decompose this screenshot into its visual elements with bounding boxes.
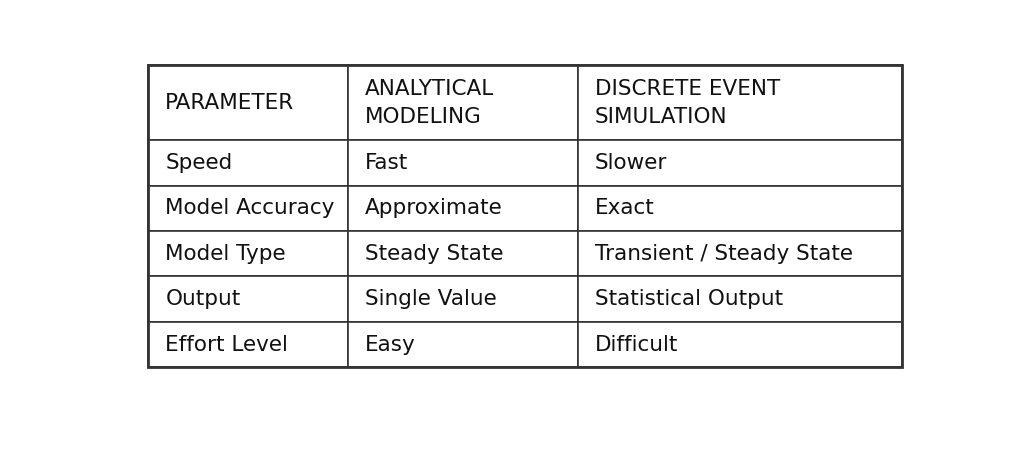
Bar bbox=[147, 322, 347, 367]
Text: Steady State: Steady State bbox=[366, 244, 504, 264]
Text: PARAMETER: PARAMETER bbox=[165, 93, 295, 113]
Text: Output: Output bbox=[165, 289, 241, 309]
Text: Slower: Slower bbox=[595, 153, 668, 173]
Bar bbox=[147, 65, 347, 140]
Bar bbox=[347, 65, 578, 140]
Text: Model Accuracy: Model Accuracy bbox=[165, 198, 335, 218]
Bar bbox=[147, 186, 347, 231]
Text: Speed: Speed bbox=[165, 153, 232, 173]
Text: Exact: Exact bbox=[595, 198, 654, 218]
Bar bbox=[347, 276, 578, 322]
Bar bbox=[347, 186, 578, 231]
Bar bbox=[578, 322, 902, 367]
Text: Difficult: Difficult bbox=[595, 335, 679, 355]
Text: Single Value: Single Value bbox=[366, 289, 497, 309]
Text: Transient / Steady State: Transient / Steady State bbox=[595, 244, 853, 264]
Bar bbox=[347, 322, 578, 367]
Bar bbox=[347, 140, 578, 186]
Text: DISCRETE EVENT
SIMULATION: DISCRETE EVENT SIMULATION bbox=[595, 79, 780, 127]
Text: ANALYTICAL
MODELING: ANALYTICAL MODELING bbox=[366, 79, 495, 127]
Bar bbox=[578, 65, 902, 140]
Bar bbox=[347, 231, 578, 276]
Text: Statistical Output: Statistical Output bbox=[595, 289, 783, 309]
Text: Model Type: Model Type bbox=[165, 244, 286, 264]
Bar bbox=[147, 231, 347, 276]
Bar bbox=[578, 276, 902, 322]
Bar bbox=[578, 140, 902, 186]
Bar bbox=[578, 231, 902, 276]
Text: Approximate: Approximate bbox=[366, 198, 503, 218]
Bar bbox=[147, 276, 347, 322]
Bar bbox=[147, 140, 347, 186]
Text: Easy: Easy bbox=[366, 335, 416, 355]
Bar bbox=[578, 186, 902, 231]
Text: Effort Level: Effort Level bbox=[165, 335, 288, 355]
Bar bbox=[147, 65, 902, 367]
Text: Fast: Fast bbox=[366, 153, 409, 173]
